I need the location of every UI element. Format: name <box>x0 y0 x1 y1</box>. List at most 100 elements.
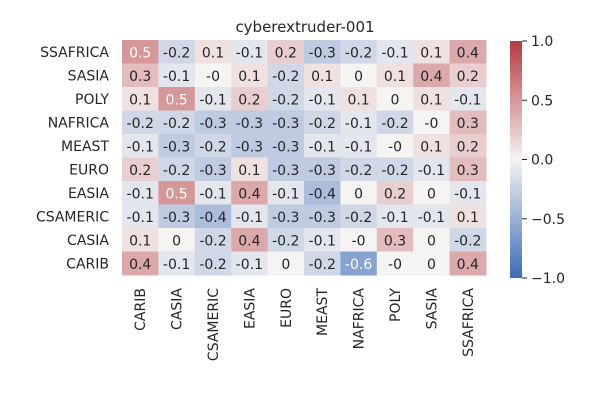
cell-value-label: -0.2 <box>163 163 190 179</box>
cell-value-label: -0.1 <box>309 139 336 155</box>
heatmap-cell <box>376 87 414 111</box>
heatmap-cell <box>231 181 269 205</box>
heatmap-cell <box>340 134 378 158</box>
cell-value-label: 0.3 <box>457 163 479 179</box>
cell-value-label: 0.1 <box>420 139 442 155</box>
heatmap-cell <box>158 251 196 276</box>
y-tick-label: SSAFRICA <box>40 45 109 61</box>
heatmap-cell <box>122 204 159 229</box>
heatmap-cell <box>304 134 341 158</box>
heatmap-cell <box>122 181 159 205</box>
heatmap-cell <box>413 40 451 64</box>
cell-value-label: -0.1 <box>236 45 263 61</box>
cell-value-label: -0.2 <box>199 139 226 155</box>
cell-value-label: 0.4 <box>420 69 442 85</box>
cell-value-label: 0.1 <box>238 69 260 85</box>
cell-value-label: 0.3 <box>129 69 151 85</box>
heatmap-cell <box>413 251 451 276</box>
heatmap-cell <box>158 40 196 64</box>
heatmap-cell <box>376 157 414 182</box>
heatmap-cell <box>304 181 341 205</box>
heatmap-cell <box>376 110 414 135</box>
cell-value-label: -0.1 <box>236 257 263 273</box>
heatmap-cell <box>449 110 487 135</box>
x-tick-label: SASIA <box>424 288 440 330</box>
cell-value-label: 0.5 <box>165 92 187 108</box>
cell-value-label: 0.1 <box>457 210 479 226</box>
y-tick-labels: SSAFRICA SASIA POLY NAFRICA MEAST EURO EASIA CS… <box>36 45 109 273</box>
heatmap-cell <box>231 204 269 229</box>
cell-value-label: -0.3 <box>272 139 299 155</box>
heatmap-cell <box>158 204 196 229</box>
cell-value-label: -0.4 <box>199 210 226 226</box>
cell-value-label: -0.3 <box>163 139 190 155</box>
cell-value-label: -0.1 <box>454 92 481 108</box>
heatmap-cell <box>267 40 305 64</box>
heatmap-cell <box>267 251 305 276</box>
cell-value-label: -0.2 <box>199 233 226 249</box>
cell-value-label: -0 <box>388 139 402 155</box>
colorbar-tick-label: 0.0 <box>531 153 553 169</box>
cell-value-label: -0.2 <box>163 45 190 61</box>
heatmap-cell <box>340 110 378 135</box>
cell-value-label: -0 <box>424 116 438 132</box>
heatmap-cell <box>267 157 305 182</box>
cell-value-label: -0.1 <box>381 210 408 226</box>
cell-value-label: 0.3 <box>457 116 479 132</box>
cell-value-label: 0.2 <box>129 163 151 179</box>
heatmap-cell <box>267 204 305 229</box>
cell-value-label: -0.1 <box>163 69 190 85</box>
cell-value-label: -0.1 <box>345 116 372 132</box>
heatmap-cell <box>231 110 269 135</box>
cell-value-label: 0 <box>391 92 400 108</box>
heatmap-cell <box>267 181 305 205</box>
cell-value-label: -0.3 <box>309 163 336 179</box>
cell-value-label: 0 <box>354 69 363 85</box>
heatmap-cell <box>231 134 269 158</box>
x-tick-label: EASIA <box>242 288 258 329</box>
heatmap-cell <box>267 63 305 88</box>
heatmap-cell <box>340 204 378 229</box>
x-tick-label: POLY <box>388 288 404 322</box>
cell-value-label: 0.1 <box>420 45 442 61</box>
heatmap-cell <box>304 251 341 276</box>
cell-value-label: -0.1 <box>127 139 154 155</box>
cell-value-label: 0.2 <box>384 186 406 202</box>
cell-value-label: -0.2 <box>272 233 299 249</box>
y-tick-label: SASIA <box>68 68 110 84</box>
y-tick-label: POLY <box>75 92 109 108</box>
x-tick-labels: CARIB CASIA CSAMERIC EASIA EURO MEAST NAFRICA P… <box>133 288 477 361</box>
cell-value-label: -0.2 <box>199 257 226 273</box>
cell-value-label: -0.2 <box>345 210 372 226</box>
x-tick-label: NAFRICA <box>352 288 368 350</box>
heatmap-cell <box>158 87 196 111</box>
cell-value-label: -0.2 <box>127 116 154 132</box>
cell-value-label: 0 <box>354 186 363 202</box>
heatmap-cell <box>376 40 414 64</box>
heatmap-cell <box>231 87 269 111</box>
cell-value-label: 0.1 <box>238 163 260 179</box>
colorbar: −1.0 −0.5 0.0 0.5 1.0 <box>510 34 565 287</box>
heatmap-cell <box>340 228 378 252</box>
heatmap-cell <box>194 63 232 88</box>
heatmap-cell <box>194 110 232 135</box>
heatmap-cell <box>449 157 487 182</box>
cell-value-label: 0 <box>427 233 436 249</box>
cell-value-label: 0 <box>281 257 290 273</box>
cell-value-label: -0.3 <box>309 45 336 61</box>
cell-value-label: 0.1 <box>129 92 151 108</box>
heatmap-cell <box>194 87 232 111</box>
cell-value-label: -0.3 <box>236 116 263 132</box>
cell-value-label: -0.2 <box>381 116 408 132</box>
cell-value-label: 0.5 <box>165 186 187 202</box>
heatmap-cell <box>340 251 378 276</box>
heatmap-cell <box>340 40 378 64</box>
heatmap-cell <box>340 87 378 111</box>
cell-value-label: -0.3 <box>309 210 336 226</box>
cell-value-label: -0.3 <box>272 163 299 179</box>
y-tick-label: NAFRICA <box>48 115 110 131</box>
heatmap-cell <box>194 228 232 252</box>
cell-value-label: -0.2 <box>272 92 299 108</box>
cell-value-label: -0.2 <box>345 163 372 179</box>
heatmap-cell <box>413 63 451 88</box>
